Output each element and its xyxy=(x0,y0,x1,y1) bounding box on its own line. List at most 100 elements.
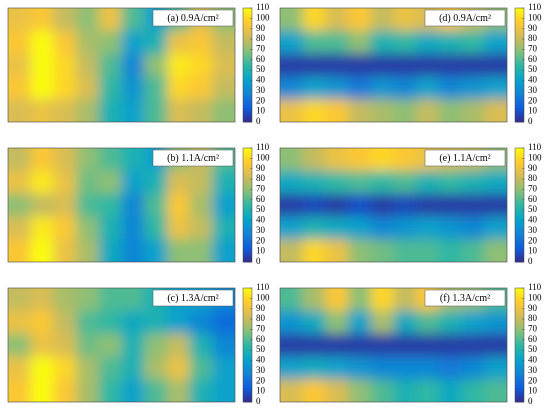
field-cell xyxy=(438,53,463,78)
colorbar-tick-label: 110 xyxy=(256,282,270,292)
colorbar-tick-label: 20 xyxy=(256,95,266,105)
colorbar-segment xyxy=(515,253,524,257)
field-cell xyxy=(8,288,32,312)
field-cell xyxy=(348,193,372,218)
field-cell xyxy=(280,193,304,218)
colorbar-segment xyxy=(515,299,524,303)
colorbar-segment xyxy=(243,319,252,323)
field-cell xyxy=(8,99,32,122)
colorbar-segment xyxy=(243,387,252,392)
colorbar-segment xyxy=(243,210,252,215)
colorbar-segment xyxy=(515,27,524,32)
field-cell xyxy=(53,8,78,32)
field-cell xyxy=(166,239,191,262)
colorbar-tick-label: 70 xyxy=(256,44,266,54)
field-cell xyxy=(348,356,372,381)
field-cell xyxy=(8,170,32,195)
colorbar-segment xyxy=(515,239,524,243)
colorbar-segment xyxy=(515,399,524,403)
field-cell xyxy=(53,193,78,218)
field-cell xyxy=(76,379,100,402)
colorbar-tick-label: 100 xyxy=(528,292,542,302)
field-cell xyxy=(53,239,78,262)
field-cell xyxy=(461,239,486,262)
colorbar-tick-label: 60 xyxy=(528,334,538,344)
field-cell xyxy=(484,193,507,218)
colorbar-segment xyxy=(243,102,252,106)
field-cell xyxy=(370,53,395,78)
colorbar-tick-label: 20 xyxy=(528,235,538,245)
colorbar-tick-label: 100 xyxy=(256,12,270,22)
colorbar-segment xyxy=(243,310,252,315)
field-cell xyxy=(370,333,395,358)
colorbar-segment xyxy=(515,96,524,100)
field-cell xyxy=(212,379,235,402)
field-cell xyxy=(302,310,327,335)
colorbar-tick-label: 80 xyxy=(528,313,538,323)
colorbar-segment xyxy=(243,399,252,403)
colorbar-segment xyxy=(243,65,252,69)
colorbar-segment xyxy=(243,305,252,309)
field-cell xyxy=(416,76,440,101)
colorbar-segment xyxy=(243,350,252,355)
field-cell xyxy=(98,76,123,101)
colorbar-segment xyxy=(243,173,252,177)
colorbar-segment xyxy=(515,87,524,92)
colorbar-tick-label: 110 xyxy=(528,142,542,152)
field-cell xyxy=(189,170,214,195)
colorbar-segment xyxy=(515,150,524,155)
colorbar-segment xyxy=(515,79,524,83)
colorbar-segment xyxy=(243,367,252,372)
field-cell xyxy=(438,310,463,335)
colorbar-segment xyxy=(243,150,252,155)
colorbar-segment xyxy=(243,199,252,203)
colorbar-segment xyxy=(515,373,524,377)
colorbar-segment xyxy=(515,213,524,217)
colorbar-segment xyxy=(515,16,524,20)
field-cell xyxy=(166,53,191,78)
field-cell xyxy=(121,356,146,381)
field-cell xyxy=(393,99,418,122)
field-cell xyxy=(370,8,395,32)
field-cell xyxy=(189,356,214,381)
colorbar-tick-label: 40 xyxy=(528,75,538,85)
colorbar-segment xyxy=(515,293,524,298)
colorbar-tick-label: 60 xyxy=(256,334,266,344)
colorbar-segment xyxy=(243,8,252,12)
colorbar-segment xyxy=(243,110,252,114)
label-box xyxy=(152,149,234,167)
colorbar-segment xyxy=(243,322,252,326)
colorbar-segment xyxy=(243,362,252,366)
field-cell xyxy=(484,76,507,101)
field-cell xyxy=(121,216,146,241)
colorbar-segment xyxy=(243,353,252,357)
field-cell xyxy=(8,216,32,241)
colorbar-segment xyxy=(243,373,252,377)
colorbar-segment xyxy=(243,113,252,117)
field-cell xyxy=(8,193,32,218)
field-cell xyxy=(53,333,78,358)
colorbar-segment xyxy=(515,113,524,117)
label-box xyxy=(152,9,234,27)
colorbar-segment xyxy=(515,353,524,357)
colorbar-segment xyxy=(243,59,252,63)
panel-label: (b) 1.1A/cm² xyxy=(167,153,219,164)
colorbar-segment xyxy=(243,293,252,298)
field-cell xyxy=(438,333,463,358)
colorbar-tick-label: 110 xyxy=(256,142,270,152)
colorbar-segment xyxy=(243,187,252,192)
field-cell xyxy=(461,356,486,381)
field-cell xyxy=(121,53,146,78)
colorbar-segment xyxy=(243,236,252,240)
colorbar-segment xyxy=(515,104,524,109)
colorbar-segment xyxy=(243,93,252,97)
colorbar-segment xyxy=(243,185,252,189)
field-cell xyxy=(53,379,78,402)
colorbar-frame xyxy=(242,7,253,123)
colorbar-tick-label: 110 xyxy=(256,2,270,12)
colorbar-segment xyxy=(515,207,524,212)
field-cell xyxy=(325,288,350,312)
field-cell xyxy=(30,310,55,335)
colorbar-tick-label: 50 xyxy=(528,64,538,74)
colorbar-frame xyxy=(242,147,253,263)
